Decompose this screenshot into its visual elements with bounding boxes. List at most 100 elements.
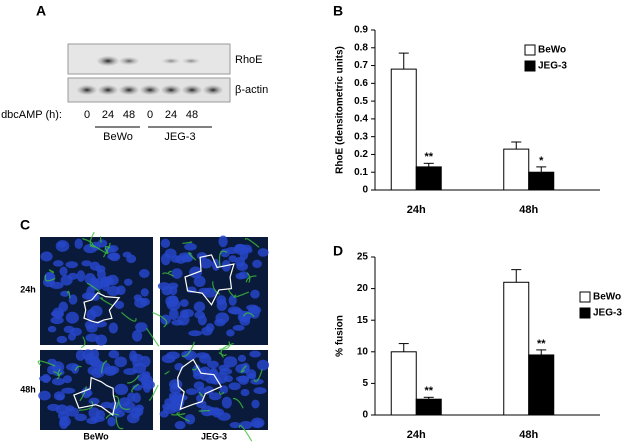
membrane <box>148 384 159 401</box>
nucleus <box>38 390 51 401</box>
dose-label: 24 <box>165 109 177 121</box>
nucleus <box>89 356 101 367</box>
nucleus <box>250 378 264 385</box>
nucleus <box>226 329 235 337</box>
nucleus <box>116 285 126 296</box>
nucleus <box>52 260 64 267</box>
y-tick-label: 10 <box>357 346 369 357</box>
nucleus <box>221 396 232 409</box>
nucleus <box>137 373 150 383</box>
nucleus <box>107 416 116 427</box>
fusion-outline <box>73 376 117 416</box>
membrane <box>253 369 263 382</box>
membrane <box>181 341 196 357</box>
nucleus <box>201 326 213 336</box>
nucleus <box>207 406 219 416</box>
significance: ** <box>424 385 433 397</box>
membrane <box>57 368 63 376</box>
y-tick-label: 15 <box>357 315 369 326</box>
nucleus <box>239 248 249 260</box>
nucleus <box>114 300 125 309</box>
membrane <box>115 416 124 430</box>
nucleus <box>51 361 65 373</box>
membrane <box>79 400 94 411</box>
membrane <box>246 272 251 283</box>
nucleus <box>229 421 241 429</box>
nucleus <box>114 383 129 396</box>
nucleus <box>250 289 260 299</box>
error-bar <box>423 396 434 400</box>
nucleus <box>140 288 149 297</box>
nucleus <box>161 286 173 296</box>
nucleus <box>88 397 100 405</box>
y-tick-label: 0.5 <box>354 96 368 107</box>
error-bar <box>511 269 522 283</box>
legend-label: JEG-3 <box>593 308 622 319</box>
membrane <box>171 412 186 416</box>
nucleus <box>169 285 178 296</box>
legend-swatch <box>579 307 591 319</box>
y-tick-label: 0 <box>362 185 368 196</box>
membrane <box>182 241 193 244</box>
nucleus <box>108 322 119 334</box>
nucleus <box>90 280 104 291</box>
nucleus <box>193 381 205 390</box>
nucleus <box>95 265 106 273</box>
legend-swatch <box>524 60 536 72</box>
membrane <box>218 391 225 395</box>
band-label: β-actin <box>235 84 268 96</box>
nucleus <box>108 350 120 359</box>
nucleus <box>225 247 238 255</box>
nucleus <box>135 322 148 332</box>
error-bar <box>423 162 434 167</box>
x-tick-label: 24h <box>407 204 426 216</box>
dose-label: 0 <box>84 109 90 121</box>
nucleus <box>199 258 213 269</box>
membrane <box>152 311 168 328</box>
nucleus <box>124 278 133 286</box>
nucleus <box>175 255 187 264</box>
row-label: 48h <box>20 384 36 394</box>
membrane <box>242 312 255 318</box>
nucleus <box>219 385 229 394</box>
nucleus <box>235 272 246 280</box>
nucleus <box>160 238 171 249</box>
error-bar <box>536 349 547 355</box>
bar <box>528 171 555 191</box>
bar <box>390 68 417 191</box>
membrane <box>92 244 109 255</box>
membrane <box>188 252 197 261</box>
nucleus <box>193 275 206 287</box>
membrane <box>37 360 56 367</box>
nucleus <box>199 354 212 364</box>
membrane <box>80 336 86 349</box>
nucleus <box>208 392 222 401</box>
group-label: BeWo <box>103 131 133 143</box>
nucleus <box>196 252 207 260</box>
nucleus <box>232 324 245 331</box>
x-tick-label: 48h <box>519 429 538 441</box>
nucleus <box>95 334 108 346</box>
nucleus <box>251 399 260 409</box>
x-tick-label: 48h <box>519 204 538 216</box>
nucleus <box>252 259 262 269</box>
nucleus <box>119 397 131 407</box>
y-tick-label: 20 <box>357 283 369 294</box>
dose-label: 0 <box>147 109 153 121</box>
nucleus <box>192 364 202 377</box>
dose-label: 24 <box>102 109 114 121</box>
error-bar <box>511 141 522 150</box>
nucleus <box>98 362 111 374</box>
dose-label: 48 <box>186 109 198 121</box>
bar <box>503 281 530 416</box>
panel-label: D <box>333 243 343 259</box>
nucleus <box>68 294 78 305</box>
error-bar <box>536 166 547 173</box>
nucleus <box>218 364 230 372</box>
membrane <box>79 386 87 402</box>
nucleus <box>95 409 106 420</box>
membrane <box>220 342 234 358</box>
nucleus <box>41 373 51 384</box>
nucleus <box>228 255 237 263</box>
